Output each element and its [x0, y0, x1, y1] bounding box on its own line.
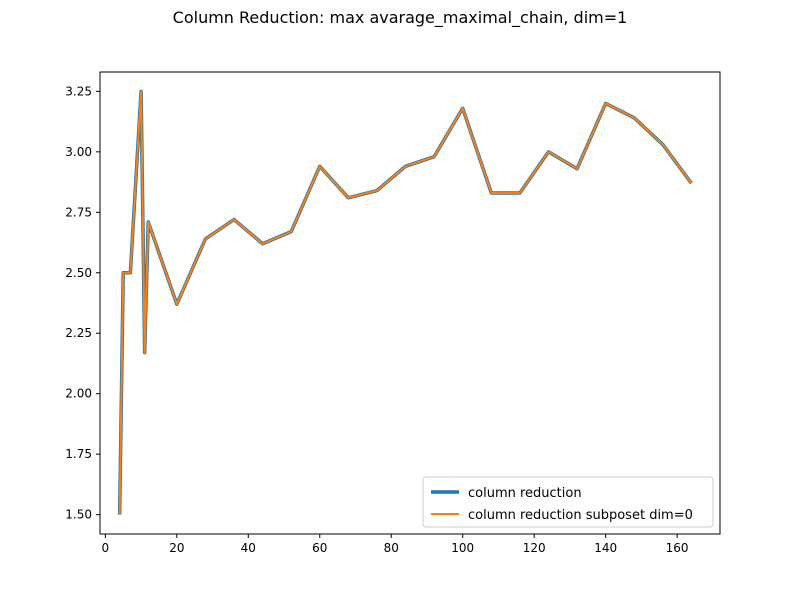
x-tick-label: 60 — [312, 541, 327, 555]
x-tick-label: 0 — [102, 541, 110, 555]
y-tick-label: 3.00 — [65, 145, 92, 159]
series-layer — [117, 89, 693, 515]
axes-frame — [99, 71, 721, 535]
legend-label: column reduction — [468, 486, 582, 501]
y-tick-label: 2.00 — [65, 387, 92, 401]
x-tick-label: 140 — [594, 541, 617, 555]
y-tick-label: 2.75 — [65, 205, 92, 219]
x-tick-label: 160 — [666, 541, 689, 555]
tick-layer: 0 20 40 60 80 100 120 140 160 1.50 1.75 2.00 2.25 2.5… — [65, 84, 688, 555]
x-tick-label: 120 — [523, 541, 546, 555]
legend-label: column reduction subposet dim=0 — [468, 508, 693, 523]
y-tick-label: 2.50 — [65, 266, 92, 280]
chart-title: Column Reduction: max avarage_maximal_ch… — [172, 8, 628, 27]
x-tick-label: 20 — [169, 541, 184, 555]
series-line — [117, 89, 693, 515]
legend-box — [422, 476, 714, 528]
y-tick-label: 2.25 — [65, 326, 92, 340]
x-tick-label: 100 — [451, 541, 474, 555]
series-line — [118, 90, 693, 515]
legend: column reduction column reduction subpose… — [422, 476, 714, 528]
x-tick-label: 80 — [384, 541, 399, 555]
x-tick-label: 40 — [241, 541, 256, 555]
y-tick-label: 1.50 — [65, 508, 92, 522]
y-tick-label: 1.75 — [65, 447, 92, 461]
y-tick-label: 3.25 — [65, 84, 92, 98]
